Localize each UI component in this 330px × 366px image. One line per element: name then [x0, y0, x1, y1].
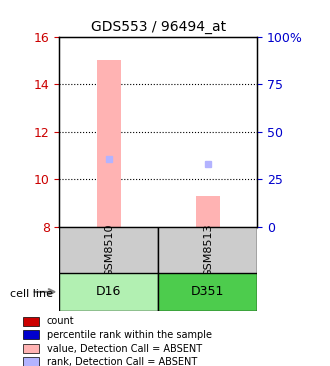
- Bar: [22, 357, 39, 366]
- Bar: [97, 60, 121, 227]
- Text: value, Detection Call = ABSENT: value, Detection Call = ABSENT: [47, 344, 202, 354]
- Bar: [22, 317, 39, 326]
- Text: rank, Detection Call = ABSENT: rank, Detection Call = ABSENT: [47, 357, 197, 366]
- Bar: [22, 344, 39, 353]
- Bar: [59, 227, 158, 273]
- Text: D16: D16: [96, 285, 121, 298]
- Text: percentile rank within the sample: percentile rank within the sample: [47, 330, 212, 340]
- Bar: [22, 330, 39, 339]
- Bar: [59, 273, 158, 311]
- Text: cell line: cell line: [10, 289, 53, 299]
- Bar: [158, 273, 257, 311]
- Text: GSM8510: GSM8510: [104, 223, 114, 277]
- Bar: [158, 227, 257, 273]
- Text: GSM8513: GSM8513: [203, 223, 213, 277]
- Bar: [196, 196, 220, 227]
- Text: D351: D351: [191, 285, 225, 298]
- Text: count: count: [47, 317, 75, 326]
- Title: GDS553 / 96494_at: GDS553 / 96494_at: [91, 20, 226, 34]
